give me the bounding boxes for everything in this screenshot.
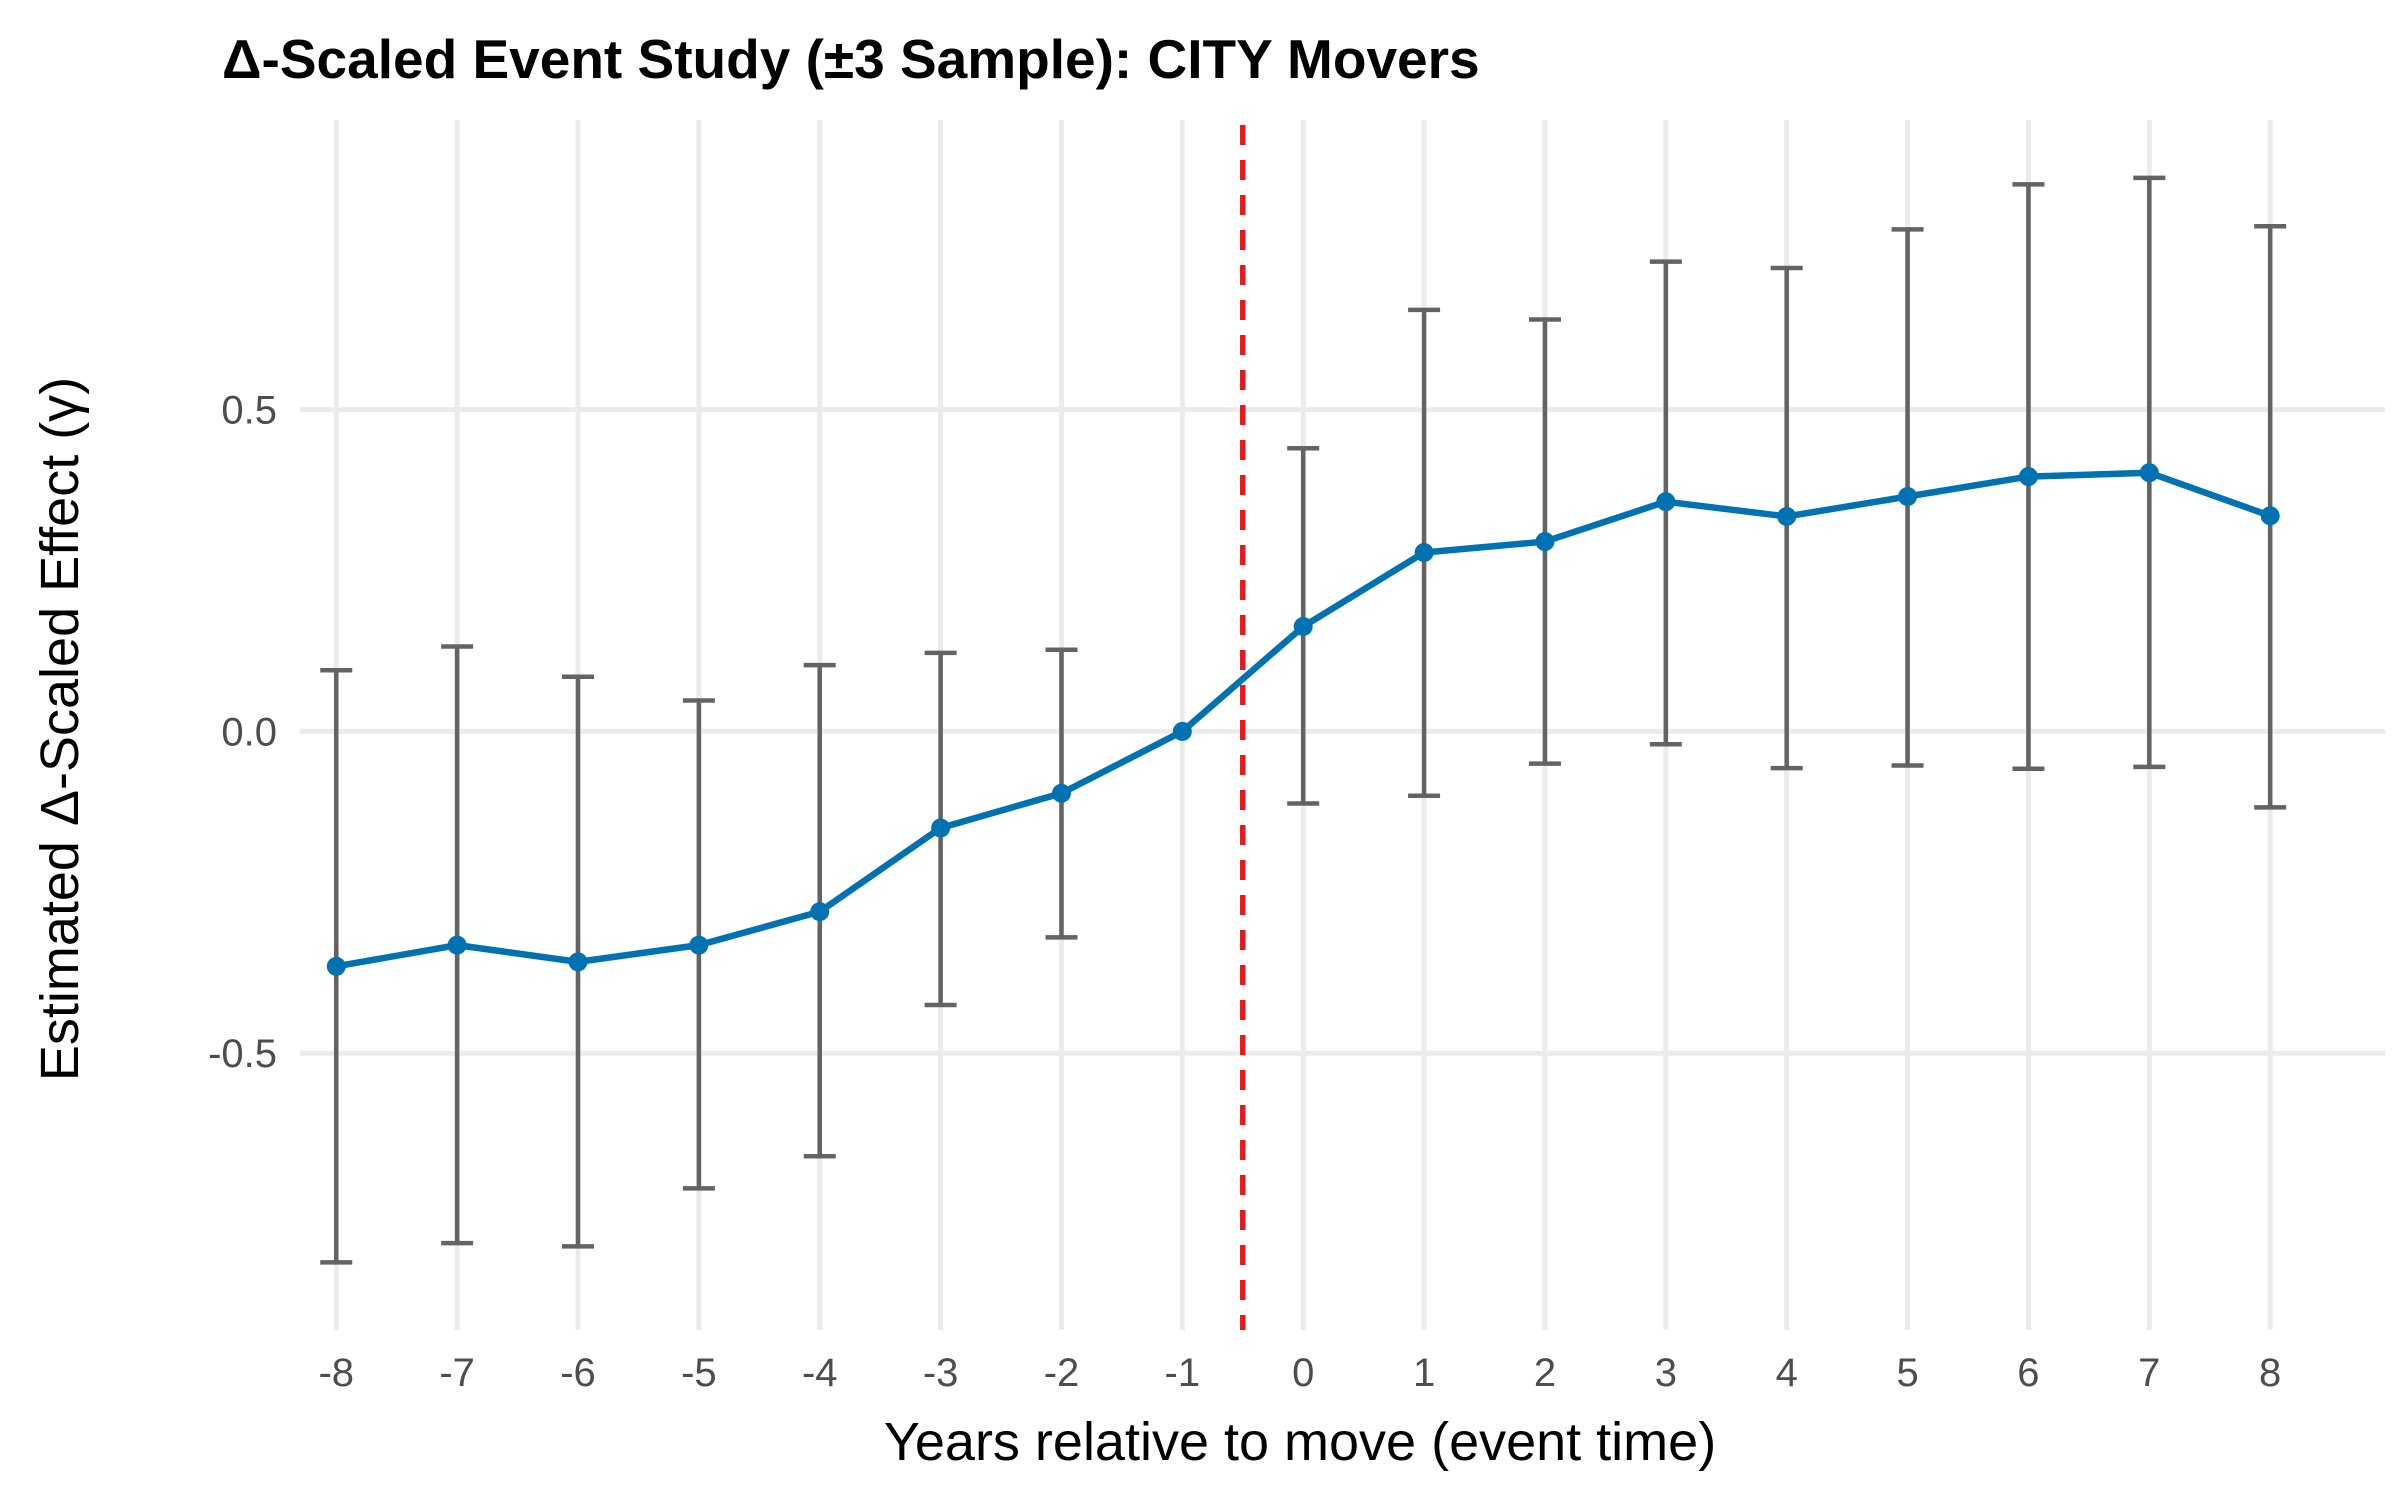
x-tick-label: -7: [439, 1351, 475, 1395]
x-tick-label: 6: [2017, 1351, 2039, 1395]
x-tick-label: 7: [2138, 1351, 2160, 1395]
data-point: [2018, 467, 2038, 487]
x-tick-label: -8: [318, 1351, 354, 1395]
x-tick-label: 3: [1655, 1351, 1677, 1395]
x-tick-label: 0: [1292, 1351, 1314, 1395]
y-axis-title: Estimated Δ-Scaled Effect (γ): [30, 377, 90, 1081]
x-tick-label: -2: [1044, 1351, 1080, 1395]
y-axis-ticks: 0.5 0.0 -0.5: [208, 389, 277, 1077]
data-point: [1414, 543, 1434, 563]
data-points: [326, 463, 2280, 976]
x-tick-label: 8: [2259, 1351, 2281, 1395]
y-tick-label: 0.5: [221, 389, 277, 433]
data-point: [2139, 463, 2159, 483]
x-tick-label: 1: [1413, 1351, 1435, 1395]
data-point: [1293, 617, 1313, 637]
data-point: [1656, 492, 1676, 512]
y-tick-label: -0.5: [208, 1032, 277, 1076]
data-point: [689, 935, 709, 955]
data-point: [447, 935, 467, 955]
data-point: [1535, 532, 1555, 552]
chart-title: Δ-Scaled Event Study (±3 Sample): CITY M…: [222, 28, 1480, 90]
data-point: [1051, 783, 1071, 803]
y-tick-label: 0.0: [221, 710, 277, 754]
grid-lines: [300, 120, 2385, 1330]
data-point: [1777, 506, 1797, 526]
x-axis-title: Years relative to move (event time): [884, 1412, 1716, 1472]
x-tick-label: 5: [1896, 1351, 1918, 1395]
data-point: [1898, 487, 1918, 507]
data-point: [1172, 721, 1192, 741]
data-point: [931, 818, 951, 838]
x-tick-label: -1: [1165, 1351, 1201, 1395]
x-tick-label: 2: [1534, 1351, 1556, 1395]
x-tick-label: -4: [802, 1351, 838, 1395]
x-axis-ticks: -8 -7 -6 -5 -4 -3 -2 -1 0 1 2 3 4 5 6 7 8: [318, 1351, 2281, 1395]
data-point: [568, 952, 588, 972]
x-tick-label: -6: [560, 1351, 596, 1395]
data-point: [2260, 506, 2280, 526]
x-tick-label: 4: [1776, 1351, 1798, 1395]
x-tick-label: -5: [681, 1351, 717, 1395]
data-point: [326, 956, 346, 976]
data-point: [810, 902, 830, 922]
x-tick-label: -3: [923, 1351, 959, 1395]
